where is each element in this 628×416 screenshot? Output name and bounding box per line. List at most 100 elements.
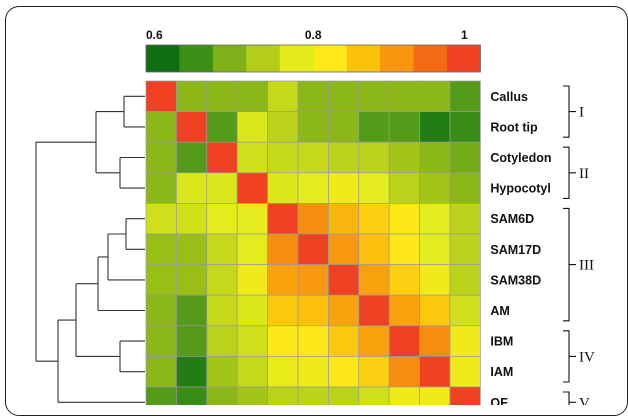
- heatmap-cell: [176, 356, 208, 388]
- heatmap-cell: [267, 386, 299, 405]
- row-label: AM: [490, 304, 509, 318]
- heatmap-cell: [145, 203, 177, 235]
- heatmap-cell: [328, 264, 360, 296]
- heatmap-cell: [206, 264, 238, 296]
- heatmap-cell: [419, 172, 451, 204]
- heatmap-cell: [297, 172, 329, 204]
- heatmap-cell: [358, 172, 390, 204]
- heatmap-cell: [297, 111, 329, 143]
- heatmap-cell: [236, 172, 268, 204]
- heatmap-cell: [297, 264, 329, 296]
- heatmap-cell: [206, 141, 238, 174]
- group-label: III: [579, 258, 594, 274]
- colorbar-block: [279, 45, 314, 72]
- colorbar: [145, 44, 481, 73]
- heatmap-cell: [236, 325, 268, 357]
- heatmap-cell: [145, 356, 177, 388]
- heatmap-cell: [267, 172, 299, 204]
- heatmap-cell: [145, 80, 177, 112]
- heatmap-cell: [328, 233, 360, 265]
- heatmap-cell: [388, 294, 420, 327]
- heatmap-cell: [358, 386, 390, 405]
- heatmap-cell: [419, 203, 451, 235]
- heatmap-cell: [388, 325, 420, 357]
- heatmap-cells: [145, 80, 481, 405]
- heatmap-cell: [206, 294, 238, 327]
- heatmap-cell: [328, 80, 360, 112]
- group-label: IV: [579, 349, 595, 365]
- heatmap-cell: [267, 264, 299, 296]
- row-label: Hypocotyl: [490, 182, 550, 196]
- group-bracket: [563, 146, 576, 199]
- heatmap-cell: [419, 294, 451, 327]
- heatmap-cell: [206, 203, 238, 235]
- heatmap-cell: [449, 325, 481, 357]
- heatmap-cell: [449, 294, 481, 327]
- heatmap-cell: [267, 111, 299, 143]
- heatmap-cell: [388, 233, 420, 265]
- heatmap-cell: [388, 141, 420, 174]
- heatmap-cell: [267, 203, 299, 235]
- heatmap-cell: [419, 80, 451, 112]
- heatmap-cell: [388, 356, 420, 388]
- heatmap-cell: [449, 203, 481, 235]
- heatmap-cell: [145, 141, 177, 174]
- row-labels: Callus Root tip Cotyledon Hypocotyl SAM6D SAM…: [490, 90, 551, 405]
- heatmap-cell: [449, 386, 481, 405]
- heatmap-chart: 0.6 0.8 1 Callus Root tip Cotyledon Hypocotyl…: [35, 28, 595, 405]
- heatmap-cell: [297, 356, 329, 388]
- heatmap-cell: [328, 294, 360, 327]
- heatmap-cell: [206, 386, 238, 405]
- heatmap-cell: [328, 325, 360, 357]
- heatmap-cell: [176, 172, 208, 204]
- heatmap-cell: [145, 111, 177, 143]
- heatmap-cell: [236, 356, 268, 388]
- heatmap-cell: [328, 356, 360, 388]
- heatmap-cell: [388, 172, 420, 204]
- heatmap-cell: [236, 203, 268, 235]
- heatmap-cell: [358, 264, 390, 296]
- heatmap-cell: [145, 325, 177, 357]
- heatmap-cell: [419, 386, 451, 405]
- colorbar-block: [146, 45, 180, 72]
- heatmap-cell: [145, 264, 177, 296]
- heatmap-cell: [388, 80, 420, 112]
- group-bracket: [563, 391, 576, 405]
- heatmap-cell: [145, 386, 177, 405]
- heatmap-cell: [419, 233, 451, 265]
- heatmap-cell: [236, 294, 268, 327]
- colorbar-ticks: 0.6 0.8 1: [146, 28, 468, 42]
- row-label: SAM17D: [490, 243, 541, 257]
- heatmap-cell: [236, 386, 268, 405]
- heatmap-cell: [328, 111, 360, 143]
- row-label: Callus: [490, 90, 528, 104]
- heatmap-cell: [206, 233, 238, 265]
- heatmap-cell: [328, 141, 360, 174]
- heatmap-cell: [176, 141, 208, 174]
- heatmap-cell: [297, 233, 329, 265]
- group-bracket: [563, 330, 576, 383]
- heatmap-cell: [145, 233, 177, 265]
- heatmap-cell: [388, 264, 420, 296]
- heatmap-cell: [328, 172, 360, 204]
- heatmap-cell: [449, 172, 481, 204]
- heatmap-cell: [236, 141, 268, 174]
- row-label: IBM: [490, 335, 513, 349]
- heatmap-cell: [176, 264, 208, 296]
- heatmap-cell: [328, 386, 360, 405]
- heatmap-cell: [449, 141, 481, 174]
- heatmap-cell: [267, 141, 299, 174]
- heatmap-cell: [358, 111, 390, 143]
- heatmap-cell: [358, 325, 390, 357]
- heatmap-cell: [206, 172, 238, 204]
- colorbar-block: [179, 45, 214, 72]
- heatmap-cell: [358, 294, 390, 327]
- heatmap-cell: [419, 356, 451, 388]
- heatmap-cell: [388, 111, 420, 143]
- colorbar-block: [212, 45, 247, 72]
- heatmap-cell: [419, 111, 451, 143]
- heatmap-cell: [145, 294, 177, 327]
- heatmap-cell: [419, 325, 451, 357]
- colorbar-block: [346, 45, 381, 72]
- heatmap-cell: [176, 111, 208, 143]
